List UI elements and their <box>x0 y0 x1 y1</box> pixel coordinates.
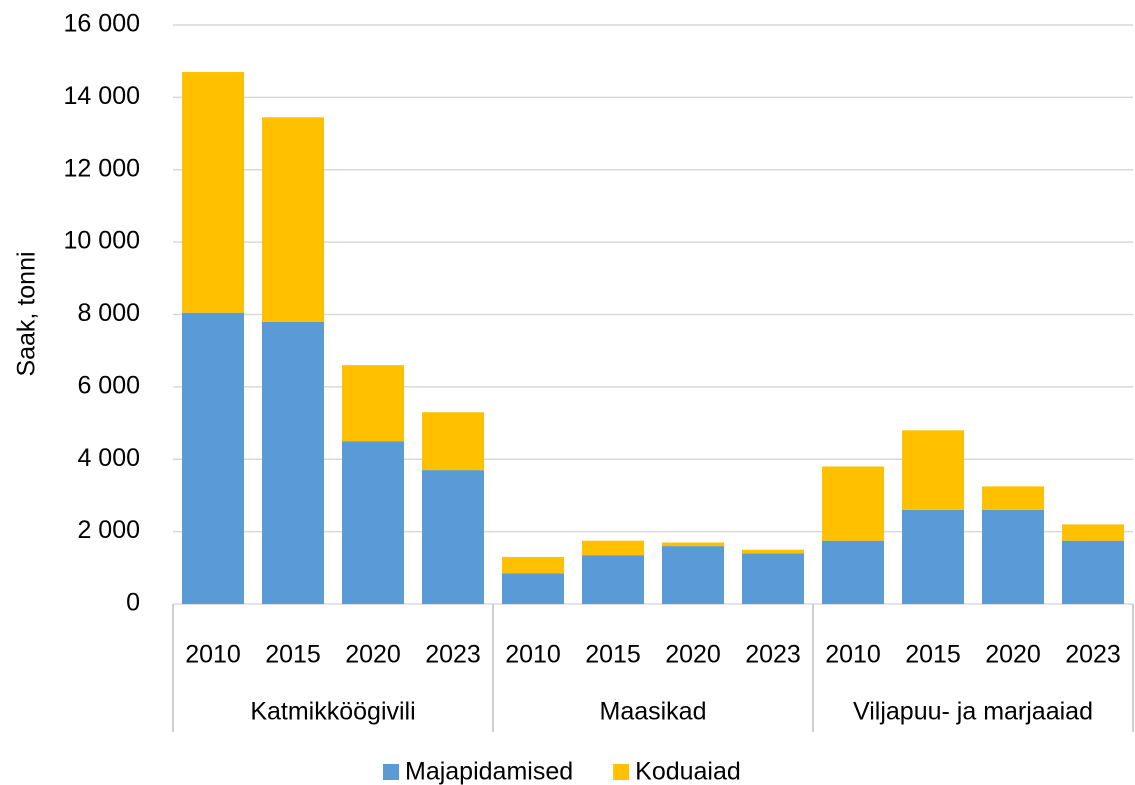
y-tick-label: 14 000 <box>64 82 140 110</box>
y-tick-label: 2 000 <box>77 516 140 544</box>
bar-segment <box>422 470 484 604</box>
bar-segment <box>662 542 724 547</box>
group-label: Katmikköögivili <box>250 698 415 726</box>
group-label: Maasikad <box>600 698 707 726</box>
y-axis-label: Saak, tonni <box>13 251 41 376</box>
bar-segment <box>262 321 324 604</box>
x-tick-label: 2010 <box>185 641 241 669</box>
x-tick-label: 2023 <box>745 641 801 669</box>
x-tick-label: 2023 <box>425 641 481 669</box>
bar-segment <box>582 555 644 604</box>
bar-segment <box>502 573 564 604</box>
bar-segment <box>422 412 484 471</box>
bar-segment <box>822 540 884 604</box>
bar-segment <box>902 430 964 510</box>
bar-segment <box>742 549 804 554</box>
legend-label: Majapidamised <box>405 758 573 785</box>
bar-segment <box>822 466 884 541</box>
bar-segment <box>342 365 404 442</box>
y-tick-label: 8 000 <box>77 299 140 327</box>
y-tick-label: 10 000 <box>64 227 140 255</box>
bar-segment <box>502 556 564 574</box>
bar-segment <box>1062 540 1124 604</box>
y-tick-label: 0 <box>126 589 140 617</box>
y-tick-label: 16 000 <box>64 10 140 38</box>
bar-segment <box>1062 524 1124 541</box>
y-tick-label: 12 000 <box>64 154 140 182</box>
bar-segment <box>902 509 964 604</box>
x-tick-label: 2015 <box>585 641 641 669</box>
x-tick-label: 2010 <box>825 641 881 669</box>
x-tick-label: 2020 <box>345 641 401 669</box>
bar-segment <box>342 441 404 604</box>
x-tick-label: 2023 <box>1065 641 1121 669</box>
x-tick-label: 2015 <box>905 641 961 669</box>
x-tick-label: 2020 <box>985 641 1041 669</box>
bar-segment <box>182 312 244 604</box>
bar-segment <box>982 509 1044 604</box>
bar-segment <box>182 72 244 313</box>
legend-swatch <box>613 764 630 780</box>
bar-segment <box>662 546 724 604</box>
x-tick-label: 2020 <box>665 641 721 669</box>
x-tick-label: 2015 <box>265 641 321 669</box>
bar-segment <box>742 553 804 604</box>
x-tick-label: 2010 <box>505 641 561 669</box>
y-tick-label: 4 000 <box>77 444 140 472</box>
y-tick-label: 6 000 <box>77 371 140 399</box>
group-label: Viljapuu- ja marjaaiad <box>853 698 1093 726</box>
bar-segment <box>582 540 644 556</box>
legend-label: Koduaiad <box>635 758 741 785</box>
bar-segment <box>982 486 1044 510</box>
legend-swatch <box>383 764 399 780</box>
bar-segment <box>262 117 324 322</box>
